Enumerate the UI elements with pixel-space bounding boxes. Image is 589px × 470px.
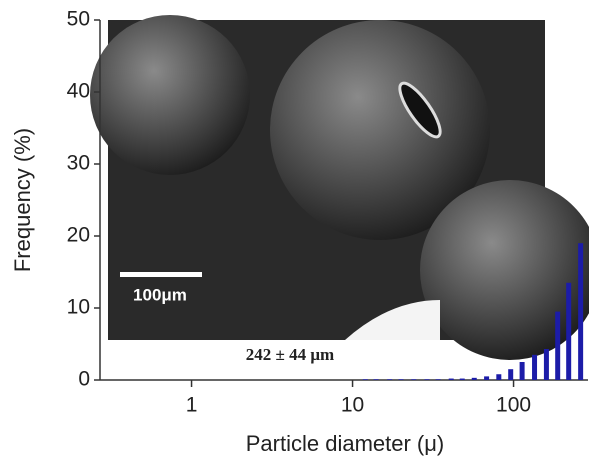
bar [436, 379, 441, 380]
bar [484, 376, 489, 380]
bar [544, 349, 549, 380]
bar [532, 355, 537, 380]
bar [555, 312, 560, 380]
bar [387, 379, 392, 380]
bar [411, 379, 416, 380]
bar [578, 243, 583, 380]
y-tick-label: 20 [67, 224, 90, 247]
x-tick-label: 10 [341, 394, 364, 417]
x-axis-label: Particle diameter (μ) [246, 431, 445, 456]
y-axis-label: Frequency (%) [10, 128, 35, 272]
y-tick-label: 30 [67, 152, 90, 175]
scale-bar-label: 100μm [133, 285, 187, 304]
bar [374, 379, 379, 380]
x-tick-label: 1 [186, 394, 198, 417]
bar [449, 379, 454, 380]
bar [566, 283, 571, 380]
sem-image: 100μm [90, 15, 589, 360]
y-tick-label: 40 [67, 80, 90, 103]
y-tick-label: 0 [78, 368, 90, 391]
bar [472, 378, 477, 380]
y-tick-label: 10 [67, 296, 90, 319]
bar [520, 362, 525, 380]
bar [363, 379, 368, 380]
mean-size-label: 242 ± 44 μm [246, 345, 334, 364]
bar [424, 379, 429, 380]
y-tick-label: 50 [67, 8, 90, 31]
bar [496, 374, 501, 380]
bar [508, 369, 513, 380]
bar [460, 379, 465, 380]
x-tick-label: 100 [496, 394, 531, 417]
bar [399, 379, 404, 380]
chart: 100μm 242 ± 44 μm Frequency (%) Particle… [0, 0, 589, 470]
